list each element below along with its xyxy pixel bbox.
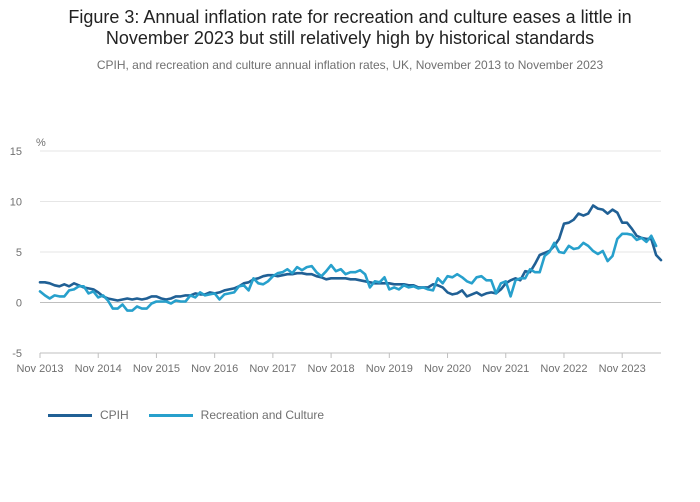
y-tick-label: 15 [10, 146, 22, 158]
x-tick-label: Nov 2015 [133, 363, 180, 375]
x-tick-label: Nov 2023 [599, 363, 646, 375]
y-tick-label: 10 [10, 197, 22, 209]
legend-label-cpih: CPIH [100, 408, 129, 422]
x-tick-label: Nov 2022 [540, 363, 587, 375]
legend: CPIH Recreation and Culture [48, 408, 344, 422]
series-lines [38, 204, 663, 312]
chart-subtitle: CPIH, and recreation and culture annual … [96, 58, 604, 72]
y-tick-label: 0 [16, 298, 22, 310]
series-line-cpih [38, 204, 663, 302]
legend-swatch-cpih [48, 413, 92, 417]
y-tick-label: -5 [12, 348, 22, 360]
y-tick-label: 5 [16, 247, 22, 259]
legend-swatch-recreation-and-culture [148, 413, 193, 417]
x-tick-label: Nov 2017 [249, 363, 296, 375]
chart-title-line-2: November 2023 but still relatively high … [105, 28, 595, 48]
legend-item-cpih[interactable]: CPIH [48, 408, 129, 422]
x-tick-label: Nov 2016 [191, 363, 238, 375]
series-line-recreation-and-culture [38, 232, 658, 312]
x-axis: Nov 2013 Nov 2014 Nov 2015 Nov 2016 Nov 2017… [16, 352, 661, 375]
x-tick-label: Nov 2020 [424, 363, 471, 375]
legend-item-recreation-and-culture[interactable]: Recreation and Culture [148, 408, 325, 422]
legend-label-recreation-and-culture: Recreation and Culture [200, 408, 325, 422]
chart-title-line-1: Figure 3: Annual inflation rate for recr… [68, 7, 632, 27]
x-tick-label: Nov 2013 [16, 363, 63, 375]
y-axis-unit: % [36, 137, 46, 149]
grid-lines [40, 150, 661, 354]
x-tick-label: Nov 2019 [366, 363, 413, 375]
y-axis-ticks: 15 10 5 0 -5 [10, 146, 22, 360]
chart-title: Figure 3: Annual inflation rate for recr… [0, 7, 700, 49]
x-tick-label: Nov 2018 [308, 363, 355, 375]
x-tick-label: Nov 2021 [482, 363, 529, 375]
x-tick-label: Nov 2014 [75, 363, 122, 375]
